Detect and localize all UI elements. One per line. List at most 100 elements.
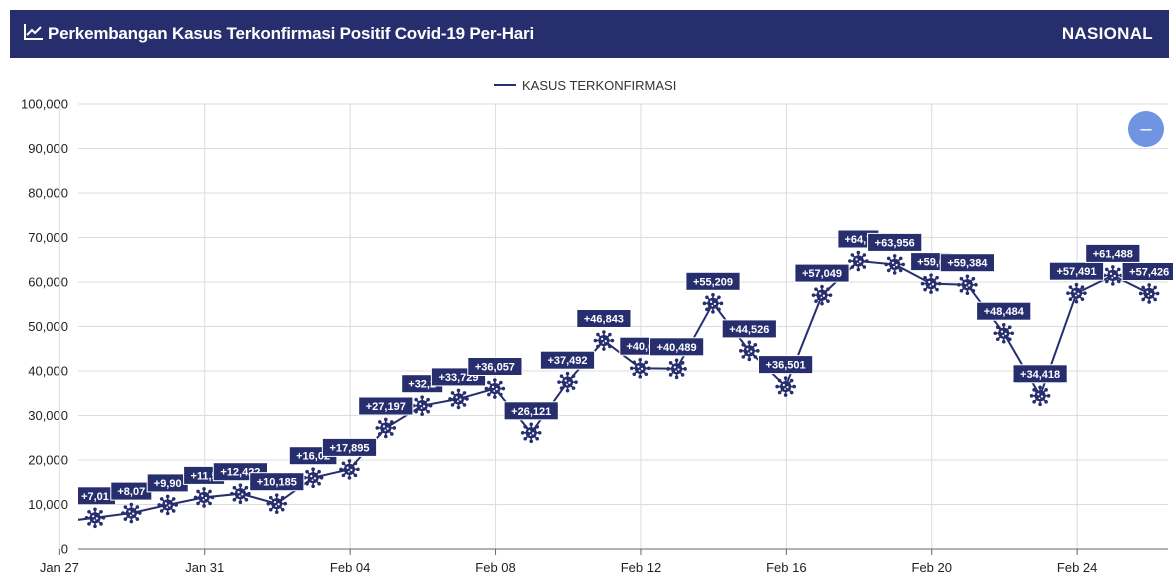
virus-spike-tip xyxy=(747,357,752,362)
virus-dot xyxy=(675,370,677,373)
virus-spike-tip xyxy=(814,299,818,303)
x-tick-label: Feb 08 xyxy=(475,560,515,575)
virus-body xyxy=(380,422,392,434)
virus-icon xyxy=(920,273,942,294)
virus-spike-tip xyxy=(565,388,570,393)
data-label-text: +7,01 xyxy=(81,491,109,503)
virus-spike-tip xyxy=(974,282,978,287)
x-tick-label: Jan 31 xyxy=(185,560,224,575)
virus-spike-tip xyxy=(777,390,782,395)
virus-dot xyxy=(604,340,607,343)
virus-spike-tip xyxy=(487,392,491,397)
virus-spike-tip xyxy=(826,299,830,303)
virus-spike-tip xyxy=(892,254,897,258)
virus-spike-tip xyxy=(520,430,525,435)
virus-spike-tip xyxy=(529,422,533,427)
data-label-box xyxy=(249,472,305,492)
data-label-text: +26,121 xyxy=(511,406,551,418)
virus-body xyxy=(234,488,246,500)
virus-dot xyxy=(859,260,862,263)
data-label-box xyxy=(976,301,1032,321)
virus-dot xyxy=(637,365,640,368)
virus-spike-tip xyxy=(196,489,200,494)
virus-dot xyxy=(564,379,567,382)
virus-spike-tip xyxy=(238,483,243,488)
virus-dot xyxy=(1037,393,1040,396)
virus-dot xyxy=(457,400,459,403)
virus-spike-tip xyxy=(719,301,724,306)
virus-spike-tip xyxy=(1038,385,1042,390)
data-label: +59,384 xyxy=(939,253,995,273)
virus-spike-tip xyxy=(820,284,824,289)
data-label-box xyxy=(503,401,559,421)
virus-icon xyxy=(629,357,651,379)
virus-spike-tip xyxy=(717,295,721,300)
data-label-box xyxy=(758,355,814,375)
virus-spike-tip xyxy=(1001,339,1006,344)
virus-body xyxy=(925,278,937,290)
virus-body xyxy=(889,258,901,270)
virus-spike-tip xyxy=(317,469,321,474)
data-label-text: +61,488 xyxy=(1093,248,1133,260)
virus-spike-tip xyxy=(993,331,998,336)
virus-spike-tip xyxy=(574,380,578,384)
virus-spike-tip xyxy=(705,295,709,300)
virus-spike-tip xyxy=(811,293,816,297)
data-label-box xyxy=(867,232,923,252)
virus-spike-tip xyxy=(756,349,760,353)
virus-spike-tip xyxy=(305,481,309,486)
virus-spike-tip xyxy=(390,432,394,436)
virus-spike-tip xyxy=(1038,402,1042,407)
virus-spike-tip xyxy=(777,378,782,383)
virus-spike-tip xyxy=(971,288,976,293)
virus-body xyxy=(343,463,356,475)
virus-spike-tip xyxy=(862,253,867,257)
data-label-text: +59,384 xyxy=(947,258,988,270)
virus-dot xyxy=(1113,274,1116,278)
virus-body xyxy=(852,255,864,267)
virus-icon xyxy=(557,371,578,393)
virus-dot xyxy=(273,500,277,504)
virus-spike-tip xyxy=(1117,267,1121,272)
virus-body xyxy=(743,345,755,357)
data-label-text: +55,209 xyxy=(693,276,733,288)
virus-icon xyxy=(775,376,796,397)
virus-spike-tip xyxy=(638,357,643,362)
virus-dot xyxy=(568,381,571,384)
y-tick-label: 0 xyxy=(61,542,68,557)
virus-dot xyxy=(238,495,241,498)
data-label-text: +36,057 xyxy=(475,362,515,374)
virus-dot xyxy=(891,261,894,264)
data-label-box xyxy=(358,396,414,416)
virus-icon xyxy=(193,487,215,508)
virus-spike-tip xyxy=(465,397,469,401)
data-label: +27,197 xyxy=(358,396,414,416)
data-label: +57,426 xyxy=(1121,262,1173,281)
virus-spike-tip xyxy=(1155,291,1160,296)
virus-spike-tip xyxy=(608,332,612,337)
virus-icon xyxy=(448,388,469,410)
line-chart-icon xyxy=(24,23,44,46)
data-label: +9,90 xyxy=(146,473,189,493)
virus-spike-tip xyxy=(571,386,576,390)
virus-spike-tip xyxy=(995,325,1000,330)
virus-dot xyxy=(638,369,641,372)
virus-dot xyxy=(641,367,644,370)
virus-spike-tip xyxy=(159,497,164,501)
virus-dot xyxy=(1002,334,1005,337)
virus-spike-tip xyxy=(129,519,134,524)
virus-spike-tip xyxy=(426,409,430,414)
data-label-text: +63,956 xyxy=(875,237,915,249)
y-tick-label: 70,000 xyxy=(28,230,68,245)
zoom-out-button[interactable]: – xyxy=(1128,111,1164,147)
virus-dot xyxy=(382,425,386,428)
data-label-box xyxy=(1048,261,1105,281)
data-label: +48,484 xyxy=(976,301,1032,321)
data-label-text: +32,2 xyxy=(408,379,436,391)
virus-spike-tip xyxy=(957,282,961,287)
virus-dot xyxy=(92,515,95,518)
virus-spike-tip xyxy=(593,338,598,343)
virus-icon xyxy=(1102,265,1124,286)
data-label-text: +40,6 xyxy=(626,341,654,353)
virus-icon xyxy=(302,467,324,489)
